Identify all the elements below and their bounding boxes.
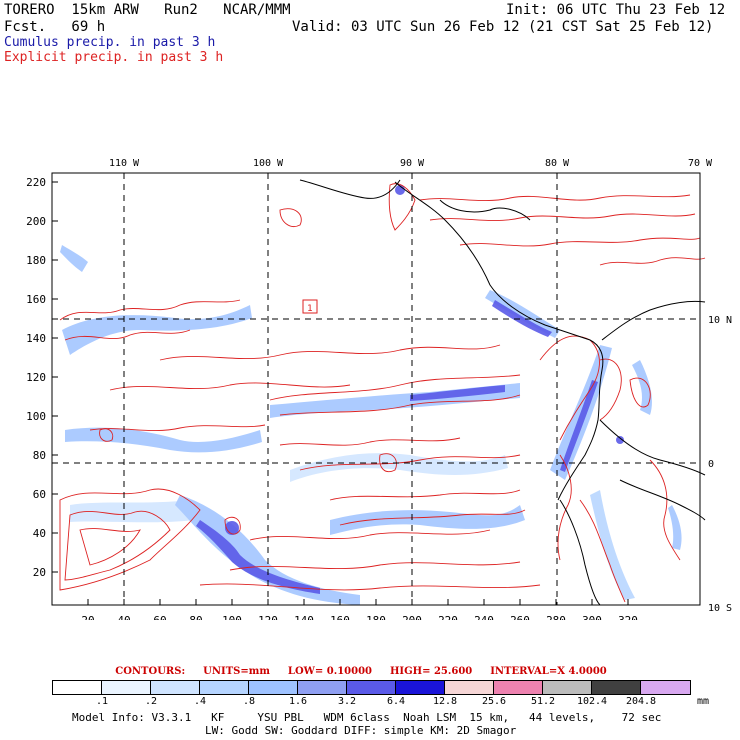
- lon-label-80w: 80 W: [545, 158, 570, 169]
- station-marker: [302, 299, 318, 314]
- color-bar-swatch: [494, 681, 543, 694]
- lat-label-10s: 10 S: [708, 603, 732, 614]
- x-tick-label: 180: [366, 614, 386, 620]
- contour-info: CONTOURS: UNITS=mm LOW= 0.10000 HIGH= 25.60…: [0, 666, 740, 677]
- x-tick-label: 120: [258, 614, 278, 620]
- color-bar-level: 3.2: [337, 696, 357, 707]
- lat-label-10n: 10 N: [708, 315, 732, 326]
- color-bar-level: 12.8: [432, 696, 458, 707]
- legend-cumulus: Cumulus precip. in past 3 h: [4, 35, 216, 50]
- lon-label-90w: 90 W: [400, 158, 425, 169]
- color-bar-swatch: [200, 681, 249, 694]
- y-tick-label: 200: [26, 215, 46, 228]
- color-bar-swatch: [641, 681, 690, 694]
- y-tick-label: 80: [33, 449, 46, 462]
- x-tick-label: 320: [618, 614, 638, 620]
- model-title: TORERO 15km ARW Run2 NCAR/MMM: [4, 2, 291, 18]
- color-bar-level: 25.6: [481, 696, 507, 707]
- station-marker-label: 1: [307, 304, 313, 314]
- lat-label-0: 0: [708, 459, 714, 470]
- color-bar-swatch: [249, 681, 298, 694]
- y-tick-label: 120: [26, 371, 46, 384]
- x-tick-label: 100: [222, 614, 242, 620]
- contour-low: LOW= 0.10000: [287, 666, 372, 677]
- color-bar-labels: .1 .2 .4 .8 1.6 3.2 6.4 12.8 25.6 51.2 102.4 204.8: [52, 696, 712, 708]
- valid-time: Valid: 03 UTC Sun 26 Feb 12 (21 CST Sat …: [292, 19, 714, 35]
- x-tick-label: 40: [117, 614, 130, 620]
- color-bar-swatch: [102, 681, 151, 694]
- y-tick-label: 180: [26, 254, 46, 267]
- cumulus-precip-bands: [60, 245, 682, 605]
- lon-label-110w: 110 W: [109, 158, 140, 169]
- x-tick-label: 160: [330, 614, 350, 620]
- explicit-precip-contours: [59, 183, 706, 603]
- x-tick-label: 260: [510, 614, 530, 620]
- color-bar-swatch: [53, 681, 102, 694]
- forecast-hour: Fcst. 69 h: [4, 19, 106, 35]
- precip-map: 2040608010012014016018020022024026028030…: [26, 158, 732, 620]
- y-tick-label: 60: [33, 488, 46, 501]
- y-tick-label: 40: [33, 527, 46, 540]
- model-info-line1: Model Info: V3.3.1 KF YSU PBL WDM 6class…: [72, 711, 662, 724]
- x-tick-label: 140: [294, 614, 314, 620]
- y-tick-label: 20: [33, 566, 46, 579]
- color-bar-level: 1.6: [288, 696, 308, 707]
- coastlines: [299, 179, 706, 606]
- lon-label-100w: 100 W: [253, 158, 284, 169]
- x-tick-label: 80: [189, 614, 202, 620]
- color-bar-swatch: [298, 681, 347, 694]
- color-bar-level: 51.2: [530, 696, 556, 707]
- cumulus-precip-cores: [196, 185, 624, 594]
- y-tick-label: 100: [26, 410, 46, 423]
- y-tick-label: 220: [26, 176, 46, 189]
- color-bar-level: 6.4: [386, 696, 406, 707]
- color-bar: [52, 680, 691, 695]
- color-bar-swatch: [445, 681, 494, 694]
- color-bar-unit: mm: [697, 696, 710, 707]
- color-bar-swatch: [543, 681, 592, 694]
- color-bar-level: .1: [95, 696, 109, 707]
- y-tick-label: 160: [26, 293, 46, 306]
- contour-units: UNITS=mm: [203, 666, 270, 677]
- color-bar-level: .8: [242, 696, 256, 707]
- x-ticks: 20 40 60 80 100 120 140 160 180 200 220 240 260 280 30…: [81, 599, 638, 620]
- x-tick-label: 20: [81, 614, 94, 620]
- lon-label-70w: 70 W: [688, 158, 713, 169]
- x-tick-label: 220: [438, 614, 458, 620]
- x-tick-label: 280: [546, 614, 566, 620]
- legend-explicit: Explicit precip. in past 3 h: [4, 50, 224, 65]
- color-bar-level: 102.4: [576, 696, 608, 707]
- color-bar-level: .2: [144, 696, 158, 707]
- y-tick-label: 140: [26, 332, 46, 345]
- x-tick-label: 200: [402, 614, 422, 620]
- model-info-line2: LW: Godd SW: Goddard DIFF: simple KM: 2D…: [205, 724, 517, 737]
- color-bar-level: 204.8: [625, 696, 657, 707]
- color-bar-swatch: [396, 681, 445, 694]
- contour-high: HIGH= 25.600: [389, 666, 473, 677]
- x-tick-label: 60: [153, 614, 166, 620]
- contour-interval: INTERVAL=X 4.0000: [490, 666, 607, 677]
- y-ticks: 220 200 180 160 140 120 100 80 60 40 20: [26, 176, 58, 579]
- color-bar-swatch: [347, 681, 396, 694]
- x-tick-label: 300: [582, 614, 602, 620]
- color-bar-level: .4: [193, 696, 207, 707]
- contour-label: CONTOURS:: [115, 666, 186, 677]
- lat-lon-grid: [52, 173, 700, 605]
- init-time: Init: 06 UTC Thu 23 Feb 12: [506, 2, 726, 18]
- color-bar-swatch: [151, 681, 200, 694]
- x-tick-label: 240: [474, 614, 494, 620]
- color-bar-swatch: [592, 681, 641, 694]
